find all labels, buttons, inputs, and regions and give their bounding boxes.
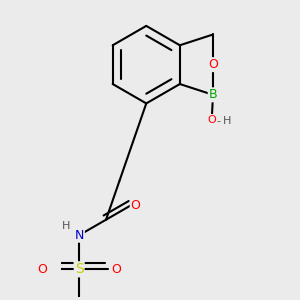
Text: -: - — [216, 116, 220, 126]
Text: O: O — [208, 58, 218, 71]
Text: O: O — [131, 199, 141, 212]
Text: O: O — [38, 263, 48, 276]
Text: B: B — [209, 88, 217, 101]
Text: H: H — [62, 221, 71, 231]
Text: O: O — [207, 115, 216, 125]
Text: H: H — [222, 116, 231, 126]
Text: S: S — [75, 262, 83, 276]
Text: N: N — [74, 229, 84, 242]
Text: O: O — [111, 263, 121, 276]
